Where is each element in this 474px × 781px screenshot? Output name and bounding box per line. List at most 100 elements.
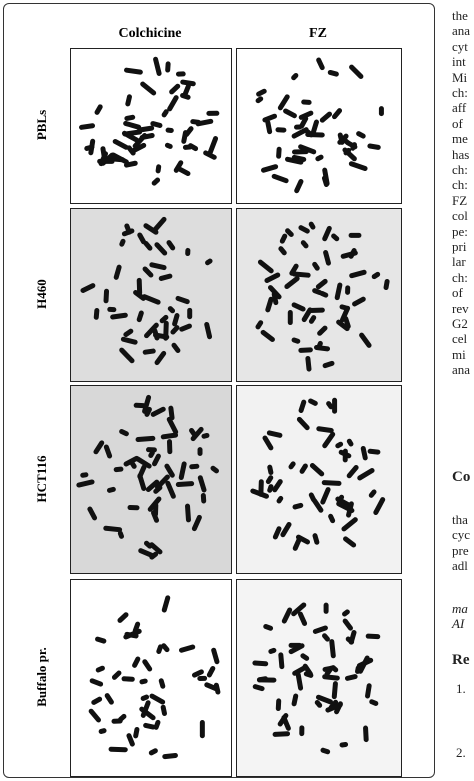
text-line: ana (452, 23, 471, 39)
chromosome (167, 95, 179, 112)
chromosome (161, 595, 171, 613)
chromosome (195, 118, 214, 127)
chromosome (180, 79, 196, 87)
chromosome (335, 441, 344, 449)
text-line: rev (452, 300, 469, 316)
chromosome (309, 462, 325, 477)
chromosome (107, 306, 117, 313)
chromosome (88, 708, 101, 723)
chromosome (367, 143, 381, 150)
chromosome (137, 473, 147, 491)
chromosome (150, 121, 163, 128)
chromosome (139, 133, 155, 140)
chromosome (120, 336, 138, 345)
chromosome (348, 161, 368, 171)
chromosome (256, 88, 267, 97)
chromosome (124, 67, 143, 75)
chromosome (149, 693, 166, 705)
chromosome (316, 57, 325, 71)
chromosome (331, 681, 338, 700)
chromosome (88, 138, 96, 156)
chromosome (149, 262, 167, 271)
chromosome (275, 127, 287, 133)
chromosome (87, 506, 98, 521)
chromosome (356, 657, 374, 669)
chromosome (291, 127, 309, 139)
chromosome (349, 64, 364, 79)
chromosome (110, 152, 129, 165)
chromosome (126, 733, 135, 747)
chromosome (144, 322, 159, 339)
reference-number: 2. (456, 745, 466, 760)
chromosome (142, 348, 156, 355)
chromosome (97, 158, 115, 164)
chromosome (181, 130, 188, 144)
chromosome (132, 656, 141, 668)
chromosome (123, 120, 142, 130)
chromosome (117, 612, 129, 623)
chromosome (368, 489, 377, 498)
chromosome-spread (255, 221, 390, 372)
chromosome (359, 332, 372, 348)
chromosome (98, 728, 107, 734)
chromosome (291, 337, 301, 344)
text-line: ana (452, 362, 471, 378)
chromosome (252, 660, 269, 667)
chromosome (113, 264, 122, 280)
chromosome (187, 307, 193, 320)
chromosome (327, 69, 339, 77)
chromosome (348, 232, 362, 238)
chromosome (168, 405, 175, 421)
chromosome-spread (79, 56, 220, 186)
chromosome (264, 272, 281, 284)
chromosome (348, 629, 357, 645)
chromosome (292, 502, 304, 510)
chromosome (291, 302, 306, 312)
chromosome (191, 514, 202, 532)
text-line: ch: (452, 269, 468, 285)
chromosome (312, 261, 320, 271)
chromosome (133, 289, 146, 301)
chromosome (341, 517, 358, 532)
chromosome (203, 150, 217, 160)
chromosome (166, 240, 176, 251)
chromosome (158, 273, 173, 281)
chromosome (320, 747, 331, 755)
chromosome (159, 314, 169, 324)
text-line: of (452, 285, 463, 301)
chromosome (373, 497, 386, 515)
text-line: pre (452, 542, 469, 558)
chromosome (262, 113, 278, 123)
chromosome (135, 435, 156, 442)
micrograph (236, 385, 402, 574)
chromosome (334, 282, 343, 301)
chromosome (258, 479, 264, 497)
chromosome (255, 320, 264, 330)
chromosome (197, 675, 208, 681)
text-line: cel (452, 331, 468, 347)
chromosome (287, 309, 293, 326)
micrograph (236, 208, 402, 382)
figure (3, 3, 435, 778)
chromosome (189, 463, 200, 470)
chromosome (284, 275, 300, 290)
chromosome (76, 479, 95, 488)
chromosome (314, 700, 323, 708)
chromosome (125, 94, 132, 107)
chromosome (288, 461, 296, 470)
chromosome (103, 525, 123, 533)
chromosome (323, 249, 331, 266)
chromosome (297, 611, 308, 626)
chromosome (312, 498, 324, 513)
chromosome (307, 307, 325, 314)
chromosome (367, 448, 381, 455)
chromosome (166, 439, 173, 455)
chromosome (319, 111, 333, 123)
chromosome (365, 683, 372, 699)
chromosome (137, 125, 155, 133)
chromosome (299, 725, 305, 737)
micrograph (70, 48, 232, 204)
chromosome (383, 278, 390, 291)
chromosome (150, 406, 166, 417)
chromosome (322, 431, 336, 449)
